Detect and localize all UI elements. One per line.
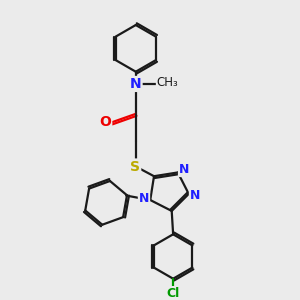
Text: Cl: Cl (167, 287, 180, 300)
Text: N: N (179, 163, 189, 176)
Text: S: S (130, 160, 140, 173)
Text: N: N (130, 77, 142, 91)
Text: O: O (99, 116, 111, 129)
Text: CH₃: CH₃ (157, 76, 178, 89)
Text: N: N (139, 192, 149, 205)
Text: N: N (190, 189, 200, 202)
